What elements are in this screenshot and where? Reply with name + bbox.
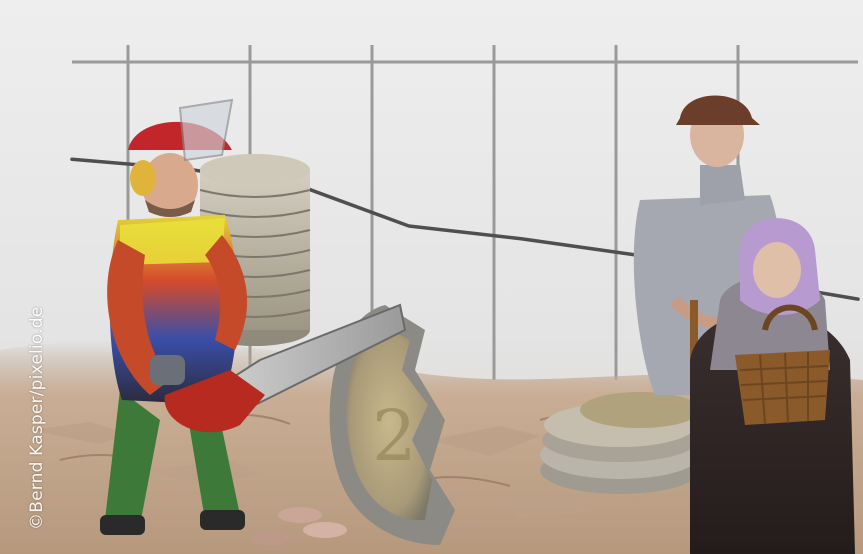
small-coins	[250, 507, 347, 545]
two-euro-coin: 2	[329, 305, 455, 545]
photo-credit: ©Bernd Kasper/pixelio.de	[27, 306, 47, 530]
chainsaw	[150, 303, 407, 433]
basket	[735, 304, 830, 425]
coin-pile	[540, 392, 700, 494]
worker-figure	[100, 98, 248, 535]
svg-text:2: 2	[372, 395, 417, 477]
soil-cracks	[30, 422, 590, 518]
